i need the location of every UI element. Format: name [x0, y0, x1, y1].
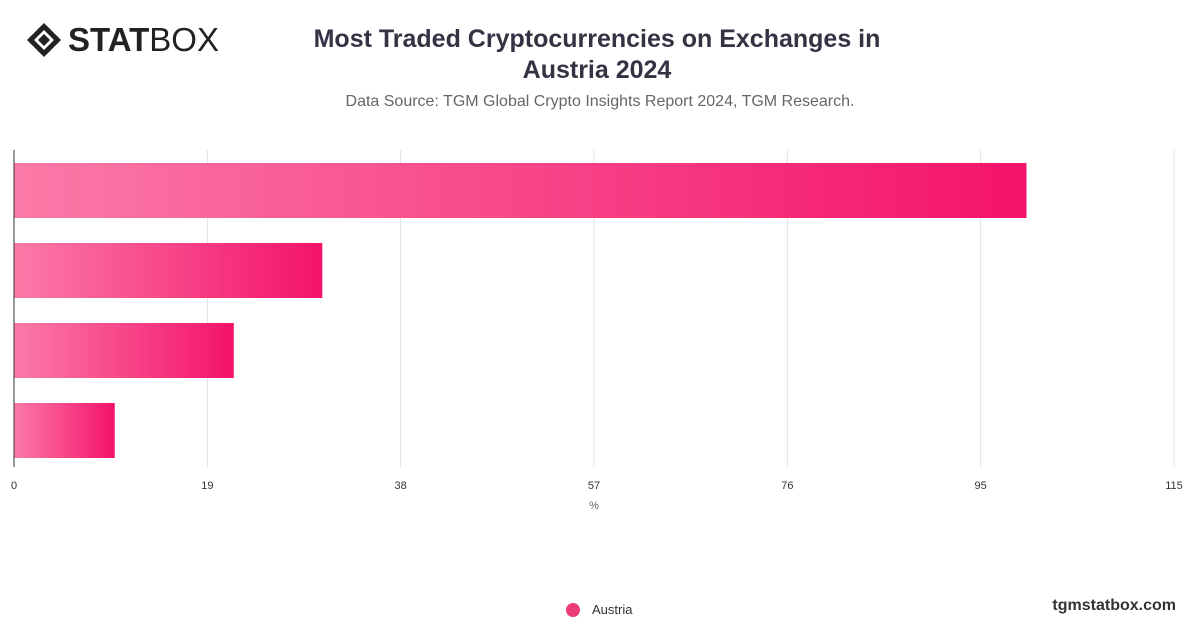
bar[interactable] — [14, 403, 115, 458]
bar[interactable] — [14, 163, 1027, 218]
x-axis-title: % — [589, 500, 599, 512]
statbox-logo: STATBOX — [26, 22, 219, 58]
legend-label: Austria — [592, 602, 633, 617]
statbox-diamond-icon — [27, 23, 61, 57]
logo-wordmark-bold: STAT — [68, 21, 150, 58]
x-tick-label: 19 — [201, 480, 213, 492]
footer-url[interactable]: tgmstatbox.com — [1052, 597, 1176, 614]
logo-wordmark-light: BOX — [149, 21, 219, 58]
legend-marker — [566, 602, 580, 617]
x-tick-label: 115 — [1165, 480, 1183, 492]
bar[interactable] — [14, 243, 323, 298]
x-tick-label: 95 — [975, 480, 987, 492]
logo-wordmark: STATBOX — [68, 22, 219, 58]
chart-title: Most Traded Cryptocurrencies on Exchange… — [313, 25, 881, 84]
x-tick-label: 57 — [588, 480, 600, 492]
bar[interactable] — [14, 323, 234, 378]
x-tick-label: 38 — [395, 480, 407, 492]
chart-subtitle: Data Source: TGM Global Crypto Insights … — [345, 93, 855, 110]
legend[interactable]: Austria — [566, 602, 632, 617]
x-tick-label: 76 — [781, 480, 793, 492]
x-tick-label: 0 — [11, 480, 17, 492]
